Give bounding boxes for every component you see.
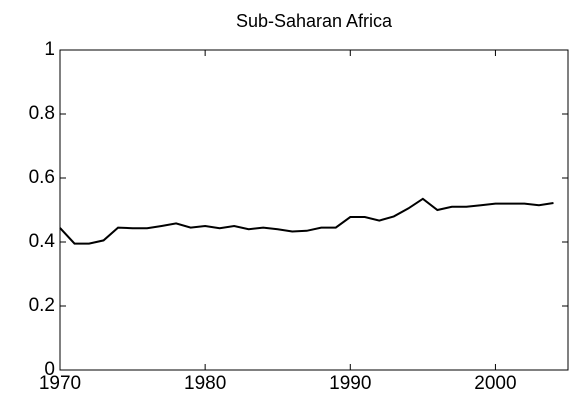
y-tick-label: 1 <box>44 39 55 60</box>
y-tick-label: 0.2 <box>29 295 55 316</box>
x-tick-label: 1980 <box>184 373 226 394</box>
data-line <box>59 197 554 245</box>
y-tick-label: 0 <box>44 359 55 380</box>
x-tick-label: 1970 <box>39 373 81 394</box>
plot-frame <box>59 49 569 371</box>
y-tick-label: 0.4 <box>29 231 56 252</box>
x-tick-label: 2000 <box>474 373 516 394</box>
y-tick-label: 0.8 <box>29 103 55 124</box>
y-tick-label: 0.6 <box>29 167 55 188</box>
chart-title: Sub-Saharan Africa <box>236 11 393 31</box>
x-tick-label: 1990 <box>329 373 371 394</box>
